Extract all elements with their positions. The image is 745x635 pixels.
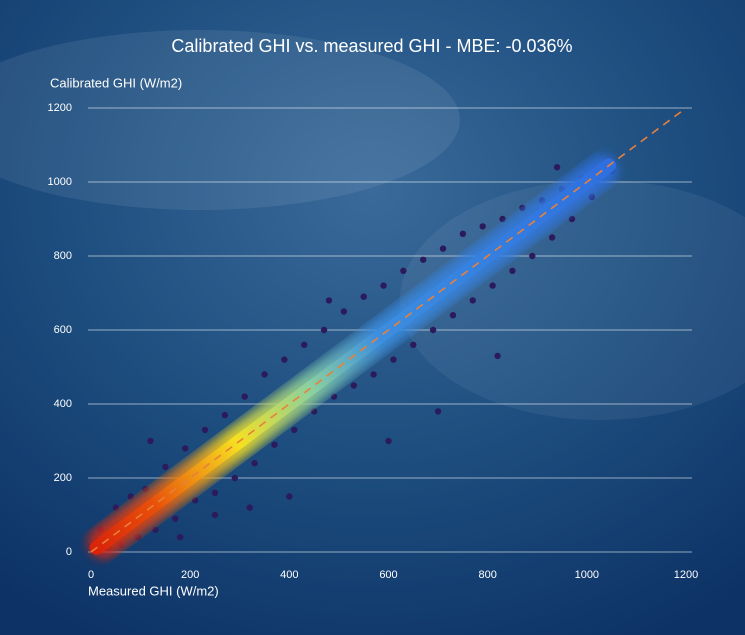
- point: [390, 356, 397, 363]
- point: [291, 426, 298, 434]
- point: [469, 297, 476, 304]
- reference-line: [90, 107, 687, 553]
- point: [251, 460, 258, 467]
- y-tick-label: 0: [66, 546, 72, 558]
- point: [152, 526, 159, 533]
- point: [172, 515, 179, 522]
- point: [509, 267, 516, 274]
- y-tick-label: 200: [54, 472, 72, 484]
- x-axis-label: Measured GHI (W/m2): [88, 583, 219, 598]
- point: [286, 493, 293, 500]
- point: [241, 393, 248, 400]
- point: [385, 437, 392, 445]
- point: [271, 441, 278, 448]
- x-tick-label: 1000: [575, 569, 599, 581]
- point: [553, 164, 561, 171]
- point: [529, 252, 536, 260]
- point: [548, 234, 556, 241]
- point: [325, 297, 333, 304]
- point: [177, 534, 184, 541]
- point: [112, 504, 119, 511]
- y-tick-label: 1000: [48, 176, 72, 188]
- x-tick-label: 1200: [674, 569, 698, 581]
- point: [499, 215, 506, 223]
- point: [320, 326, 328, 334]
- point: [201, 426, 209, 434]
- point: [330, 393, 338, 400]
- point: [429, 326, 437, 334]
- x-tick-label: 600: [379, 569, 397, 581]
- point: [182, 445, 189, 452]
- point: [221, 411, 229, 419]
- chart-title: Calibrated GHI vs. measured GHI - MBE: -…: [171, 36, 572, 56]
- cloud: [0, 30, 460, 210]
- point: [147, 437, 154, 445]
- x-tick-label: 800: [478, 569, 496, 581]
- point: [246, 504, 253, 511]
- point: [301, 341, 308, 348]
- point: [434, 408, 442, 415]
- y-axis-label: Calibrated GHI (W/m2): [50, 75, 182, 90]
- point: [281, 356, 288, 363]
- x-tick-label: 400: [280, 569, 298, 581]
- y-tick-label: 1200: [48, 102, 72, 114]
- point: [380, 282, 387, 289]
- x-tick-label: 0: [88, 569, 94, 581]
- point: [211, 511, 219, 519]
- point: [310, 408, 318, 415]
- grid: 0 200 400 600 800 1000 1200 0 200 400 600 800 1000 12…: [48, 102, 699, 581]
- point: [439, 245, 447, 252]
- reference-group: [90, 107, 687, 553]
- point: [370, 371, 377, 378]
- point: [410, 341, 417, 348]
- point: [350, 382, 357, 389]
- point: [479, 223, 486, 230]
- point: [191, 497, 199, 504]
- y-tick-label: 600: [54, 324, 72, 336]
- point: [340, 308, 348, 315]
- point: [162, 463, 169, 471]
- point: [420, 256, 427, 263]
- point: [261, 371, 268, 378]
- point: [231, 474, 238, 482]
- point: [568, 215, 576, 223]
- point: [127, 493, 134, 500]
- y-tick-label: 400: [54, 398, 72, 410]
- x-tick-label: 200: [181, 569, 199, 581]
- point: [489, 282, 496, 289]
- y-tick-label: 800: [54, 250, 72, 262]
- point: [360, 293, 367, 300]
- point: [459, 230, 467, 237]
- point: [494, 352, 501, 360]
- point: [400, 267, 407, 274]
- point: [449, 312, 457, 319]
- point: [211, 489, 219, 496]
